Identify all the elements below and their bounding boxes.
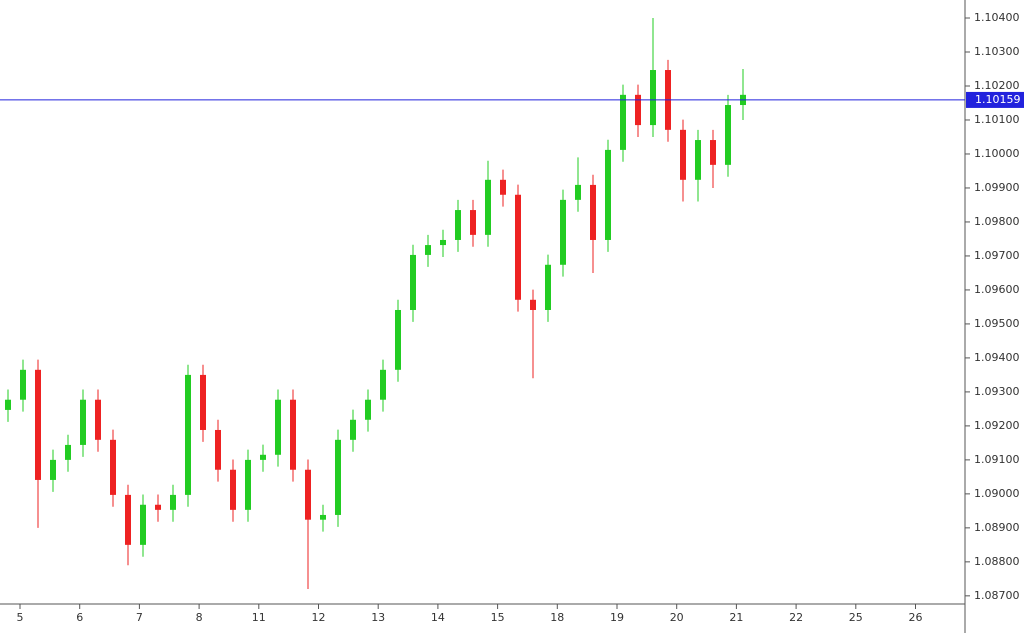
x-tick-label: 21 [729, 611, 743, 624]
candle-body [5, 399, 11, 410]
y-tick-label: 1.10300 [974, 45, 1020, 58]
candle-body [215, 429, 221, 470]
candle-body [80, 399, 86, 445]
y-tick-label: 1.08700 [974, 589, 1020, 602]
y-tick-label: 1.09700 [974, 249, 1020, 262]
x-tick-label: 26 [909, 611, 923, 624]
candle-body [470, 210, 476, 235]
y-tick-label: 1.08800 [974, 555, 1020, 568]
candle-body [710, 140, 716, 165]
x-tick-label: 15 [491, 611, 505, 624]
candle-body [695, 140, 701, 180]
candle-body [35, 369, 41, 480]
y-tick-label: 1.10400 [974, 11, 1020, 24]
y-tick-label: 1.09200 [974, 419, 1020, 432]
price-label-box [966, 91, 1024, 108]
candle-body [620, 94, 626, 150]
candle-body [575, 184, 581, 200]
candle-body [125, 494, 131, 545]
x-tick-label: 6 [76, 611, 83, 624]
candle-body [395, 309, 401, 370]
candle-body [290, 399, 296, 470]
candle-body [590, 184, 596, 240]
candle-body [305, 469, 311, 520]
candle-body [605, 149, 611, 240]
y-tick-label: 1.10000 [974, 147, 1020, 160]
price-label: 1.10159 [975, 93, 1021, 106]
x-tick-label: 11 [252, 611, 266, 624]
x-tick-label: 25 [849, 611, 863, 624]
y-tick-label: 1.10100 [974, 113, 1020, 126]
x-tick-label: 20 [670, 611, 684, 624]
candle-body [365, 399, 371, 420]
candle-body [530, 299, 536, 310]
candle-body [320, 514, 326, 520]
candle-body [560, 199, 566, 265]
candle-body [230, 469, 236, 510]
candle-body [680, 129, 686, 180]
x-tick-label: 7 [136, 611, 143, 624]
candle-body [500, 179, 506, 195]
candle-body [95, 399, 101, 440]
candle-body [455, 210, 461, 240]
candle-body [440, 239, 446, 246]
candle-body [170, 494, 176, 510]
candle-body [350, 419, 356, 440]
candle-body [200, 374, 206, 430]
y-tick-label: 1.09500 [974, 317, 1020, 330]
x-tick-label: 14 [431, 611, 445, 624]
candle-body [410, 254, 416, 310]
y-tick-label: 1.09900 [974, 181, 1020, 194]
y-tick-label: 1.09600 [974, 283, 1020, 296]
candle-body [155, 504, 161, 510]
candle-body [65, 444, 71, 460]
candle-body [635, 94, 641, 126]
candle-body [650, 70, 656, 126]
candle-body [185, 374, 191, 495]
y-tick-label: 1.09300 [974, 385, 1020, 398]
candle-body [425, 245, 431, 255]
x-tick-label: 22 [789, 611, 803, 624]
x-tick-label: 13 [371, 611, 385, 624]
y-tick-label: 1.10200 [974, 79, 1020, 92]
y-tick-label: 1.09000 [974, 487, 1020, 500]
candle-body [545, 264, 551, 310]
candle-body [260, 454, 266, 460]
candle-body [140, 504, 146, 545]
y-tick-label: 1.09800 [974, 215, 1020, 228]
candle-body [485, 179, 491, 235]
candle-body [245, 459, 251, 510]
x-tick-label: 18 [550, 611, 564, 624]
x-tick-label: 8 [196, 611, 203, 624]
x-tick-label: 5 [17, 611, 24, 624]
candle-body [20, 369, 26, 400]
candle-body [380, 369, 386, 400]
x-tick-label: 19 [610, 611, 624, 624]
candle-body [725, 105, 731, 165]
candle-body [515, 194, 521, 300]
x-tick-label: 12 [312, 611, 326, 624]
y-tick-label: 1.09100 [974, 453, 1020, 466]
y-tick-label: 1.08900 [974, 521, 1020, 534]
candle-body [335, 439, 341, 515]
candle-body [110, 439, 116, 495]
candle-body [50, 459, 56, 480]
y-tick-label: 1.09400 [974, 351, 1020, 364]
candle-body [275, 399, 281, 455]
